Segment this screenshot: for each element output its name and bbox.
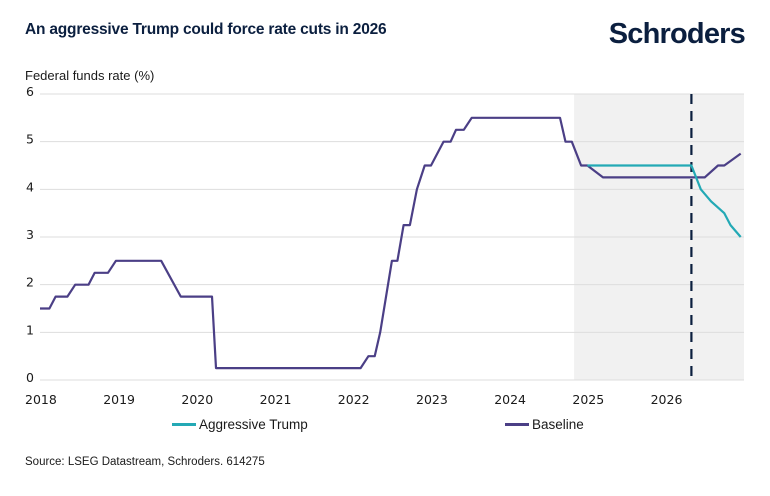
x-tick-label: 2020 — [181, 392, 213, 407]
y-axis-label: Federal funds rate (%) — [25, 68, 155, 83]
x-tick-label: 2023 — [416, 392, 448, 407]
y-tick-label: 0 — [26, 370, 34, 385]
source-note: Source: LSEG Datastream, Schroders. 6142… — [25, 456, 265, 468]
y-tick-label: 3 — [26, 227, 34, 242]
baseline-swatch — [505, 423, 529, 426]
legend-label-aggressive-trump: Aggressive Trump — [199, 417, 308, 432]
x-tick-label: 2022 — [338, 392, 370, 407]
schroders-logo: Schroders — [608, 18, 746, 50]
x-tick-label: 2018 — [25, 392, 57, 407]
x-tick-label: 2019 — [103, 392, 135, 407]
series-line-aggressive-trump — [587, 164, 742, 238]
legend-item-baseline: Baseline — [505, 417, 584, 432]
x-tick-label: 2026 — [651, 392, 683, 407]
y-tick-label: 6 — [26, 84, 34, 99]
y-tick-label: 5 — [26, 132, 34, 147]
aggressive-trump-swatch — [172, 423, 196, 426]
y-tick-label: 4 — [26, 179, 34, 194]
x-tick-label: 2024 — [494, 392, 526, 407]
y-tick-label: 2 — [26, 275, 34, 290]
x-tick-label: 2021 — [260, 392, 292, 407]
chart-title: An aggressive Trump could force rate cut… — [25, 21, 387, 38]
y-tick-label: 1 — [26, 322, 34, 337]
x-tick-label: 2025 — [572, 392, 604, 407]
legend-label-baseline: Baseline — [532, 417, 584, 432]
series-line-baseline — [40, 116, 742, 370]
legend-item-aggressive-trump: Aggressive Trump — [172, 417, 308, 432]
